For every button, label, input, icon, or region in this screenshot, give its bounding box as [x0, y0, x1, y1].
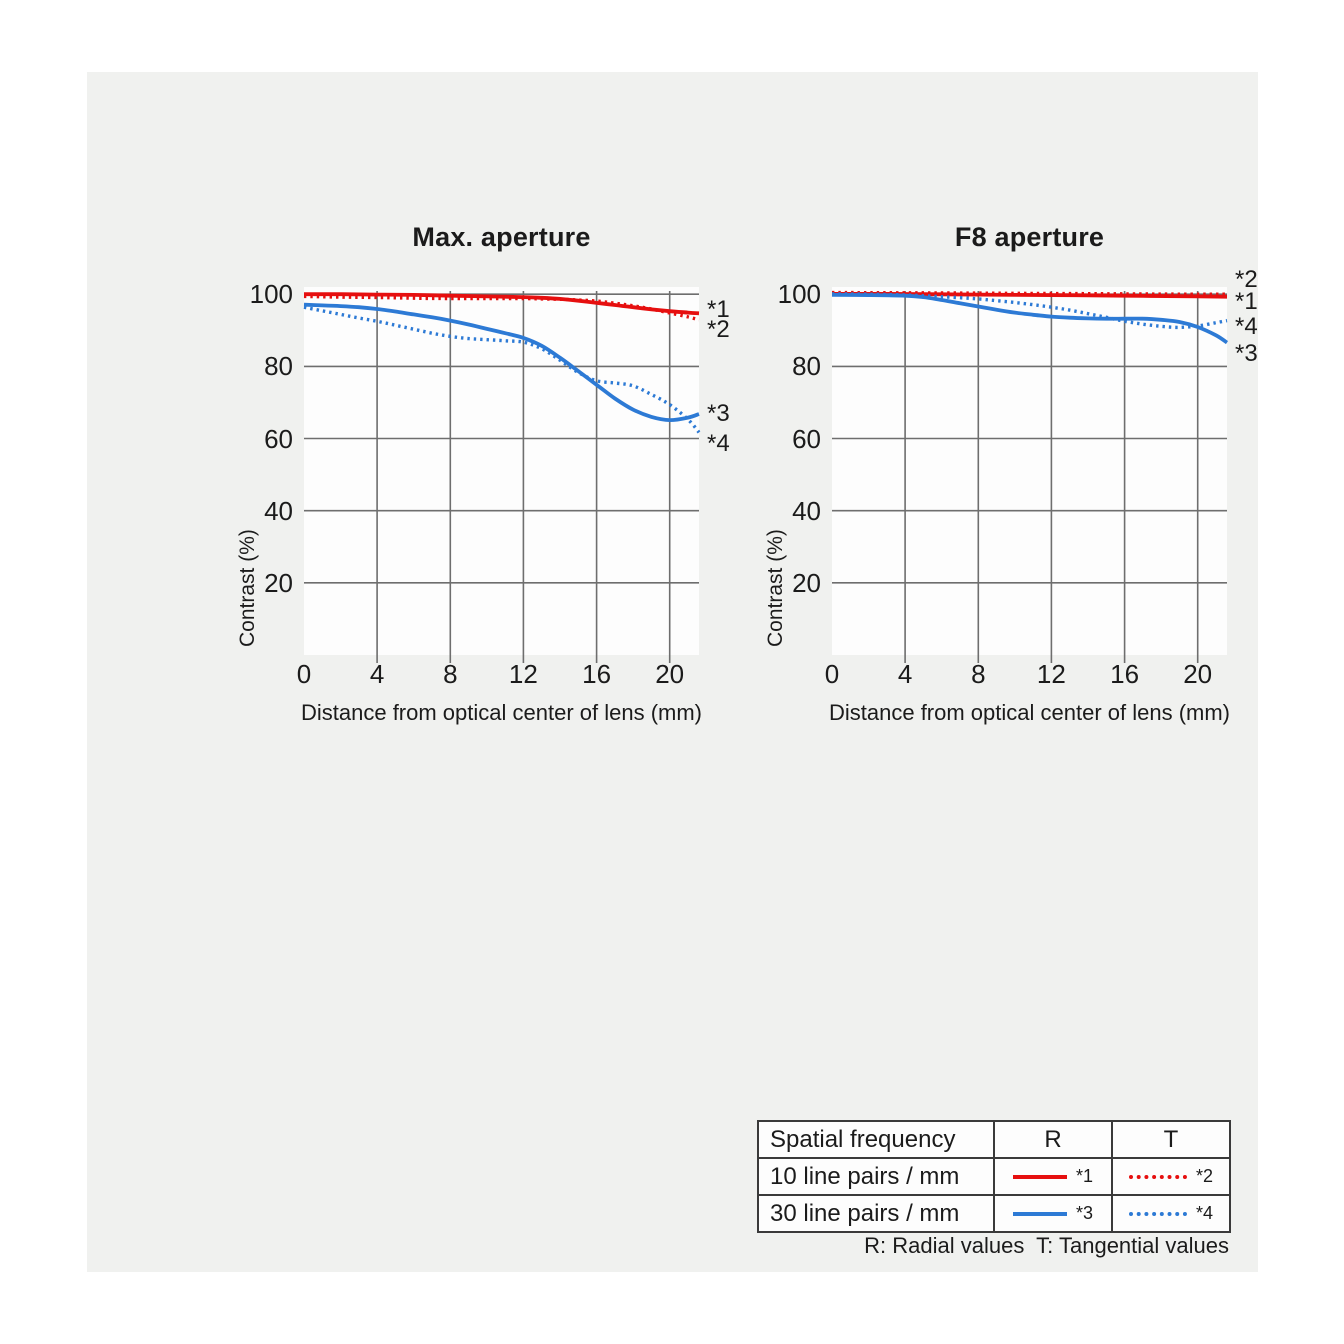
x-tick-label: 4 [369, 659, 385, 689]
blue-solid-line-swatch [1012, 1211, 1067, 1216]
x-tick-label: 8 [971, 659, 986, 689]
y-tick-label: 60 [792, 423, 821, 454]
legend-header-spatial-frequency: Spatial frequency [757, 1120, 995, 1159]
x-tick-label: 4 [897, 659, 913, 689]
mtf-curve-star3 [831, 293, 1229, 345]
series-label-star4: *4 [707, 429, 730, 457]
red-solid-line-swatch [1012, 1174, 1067, 1179]
x-tick-label: 12 [1036, 659, 1066, 689]
chart-max-aperture: Max. aperture 0 4 8 12 16 20 100 80 60 40 20 *1 *2… [236, 222, 730, 752]
swatch-tag: *2 [1195, 1166, 1213, 1186]
series-label-star2: *2 [1235, 265, 1258, 293]
plot-area [831, 287, 1229, 663]
legend-label-30lp: 30 line pairs / mm [757, 1194, 995, 1233]
series-label-star2: *2 [707, 315, 730, 343]
plot-area [303, 287, 701, 663]
y-axis-title: Contrast (%) [764, 529, 787, 647]
legend-header-radial: R [993, 1120, 1113, 1159]
mtf-curve-star4 [831, 292, 1228, 330]
blue-dotted-line-swatch [1128, 1211, 1187, 1216]
red-dotted-line-swatch [1128, 1174, 1187, 1179]
x-axis-title: Distance from optical center of lens (mm… [828, 700, 1231, 725]
x-tick-label: 20 [655, 659, 685, 689]
y-tick-label: 100 [777, 279, 821, 310]
y-tick-label: 100 [249, 279, 293, 310]
x-tick-label: 12 [508, 659, 538, 689]
series-label-star1: *1 [707, 295, 730, 323]
series-label-star1: *1 [1235, 287, 1258, 315]
x-tick-label: 8 [443, 659, 458, 689]
mtf-chart-card: Max. aperture 0 4 8 12 16 20 100 80 60 40 20 *1 *2… [87, 72, 1258, 1272]
mtf-curve-star2 [303, 294, 700, 322]
swatch-tag: *4 [1195, 1203, 1213, 1223]
mtf-curve-star3 [303, 302, 700, 423]
x-tick-label: 16 [582, 659, 612, 689]
y-tick-label: 60 [264, 423, 293, 454]
chart-title: F8 aperture [954, 222, 1105, 252]
y-tick-label: 40 [792, 495, 821, 526]
y-tick-label: 40 [264, 495, 293, 526]
legend-label-10lp: 10 line pairs / mm [757, 1157, 995, 1196]
mtf-curve-star2 [831, 290, 1228, 296]
x-tick-label: 16 [1110, 659, 1140, 689]
legend-header-row: Spatial frequency R T [757, 1120, 1231, 1159]
y-tick-label: 80 [264, 351, 293, 382]
chart-f8-aperture: F8 aperture 0 4 8 12 16 20 100 80 60 40 20 *2 *1 *4… [764, 222, 1258, 752]
legend-footnote: R: Radial values T: Tangential values [864, 1233, 1229, 1258]
legend-row-10lp: 10 line pairs / mm *1 *2 [757, 1157, 1231, 1196]
legend-row-30lp: 30 line pairs / mm *3 *4 [757, 1194, 1231, 1233]
x-axis-title: Distance from optical center of lens (mm… [300, 700, 703, 725]
swatch-tag: *3 [1075, 1203, 1093, 1223]
y-tick-label: 20 [792, 567, 821, 598]
legend-header-tangential: T [1111, 1120, 1231, 1159]
y-axis-title: Contrast (%) [236, 529, 259, 647]
y-tick-label: 20 [264, 567, 293, 598]
y-tick-label: 80 [792, 351, 821, 382]
x-tick-label: 20 [1183, 659, 1213, 689]
chart-title: Max. aperture [412, 222, 591, 252]
series-label-star3: *3 [707, 400, 730, 427]
swatch-tag: *1 [1075, 1166, 1093, 1186]
series-label-star4: *4 [1235, 312, 1258, 340]
series-label-star3: *3 [1235, 339, 1258, 367]
legend-table: Spatial frequency R T 10 line pairs / mm… [757, 1120, 1231, 1233]
x-tick-label: 0 [296, 659, 312, 689]
x-tick-label: 0 [824, 659, 840, 689]
